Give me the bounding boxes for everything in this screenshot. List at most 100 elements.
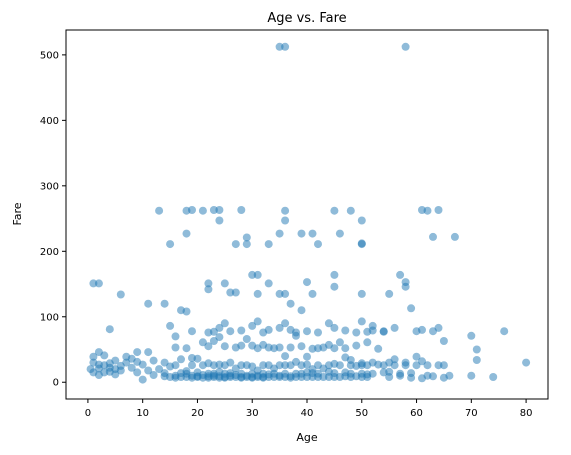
data-point (204, 279, 213, 288)
y-tick-label: 200 (40, 247, 59, 258)
data-point (407, 304, 416, 313)
data-point (248, 321, 257, 330)
data-point (220, 319, 229, 328)
data-point (226, 358, 235, 367)
data-point (171, 332, 180, 341)
data-point (188, 327, 196, 336)
data-point (303, 360, 311, 369)
y-tick-label: 500 (40, 50, 59, 61)
data-point (335, 361, 344, 370)
data-point (155, 365, 164, 374)
data-point (385, 367, 394, 376)
data-point (330, 344, 339, 353)
x-axis: 0 10 20 30 40 50 60 70 80 (85, 399, 533, 419)
data-point (286, 299, 295, 308)
data-point (237, 341, 246, 350)
data-point (144, 299, 153, 308)
data-point (264, 325, 273, 334)
data-point (500, 327, 509, 336)
data-point (253, 270, 262, 279)
data-point (346, 206, 355, 215)
y-axis: 0 100 200 300 400 500 (40, 50, 66, 389)
data-point (253, 317, 262, 326)
data-point (330, 282, 339, 291)
data-point (429, 372, 437, 381)
data-point (253, 289, 262, 298)
data-point (259, 361, 268, 370)
data-point (281, 319, 290, 328)
data-point (242, 335, 251, 343)
data-point (297, 306, 306, 315)
data-point (182, 367, 191, 376)
data-point (401, 42, 410, 51)
data-point (390, 323, 399, 332)
x-tick-label: 0 (85, 408, 91, 419)
data-point (357, 239, 366, 248)
y-tick-label: 0 (53, 378, 59, 389)
data-point (489, 373, 498, 381)
data-point (215, 206, 224, 214)
data-point (297, 229, 306, 238)
data-point (231, 240, 240, 249)
data-point (281, 352, 290, 361)
x-tick-label: 40 (301, 408, 314, 419)
data-point (341, 344, 350, 353)
data-point (330, 206, 339, 215)
data-point (467, 331, 476, 340)
data-point (281, 206, 290, 215)
data-point (166, 240, 175, 249)
data-point (379, 327, 388, 336)
data-point (155, 206, 164, 215)
data-point (368, 326, 377, 335)
data-point (237, 361, 246, 370)
data-point (275, 229, 284, 238)
data-point (324, 319, 333, 328)
data-point (357, 317, 366, 326)
data-point (242, 240, 251, 249)
data-point (188, 206, 196, 214)
data-point (423, 206, 432, 215)
data-point (429, 327, 437, 336)
data-point (215, 333, 224, 342)
data-point (264, 240, 273, 249)
y-tick-label: 400 (40, 116, 59, 127)
x-tick-label: 20 (191, 408, 204, 419)
data-point (177, 355, 185, 364)
data-point (116, 290, 125, 299)
data-point (275, 289, 284, 298)
data-point (423, 361, 432, 370)
data-point (303, 352, 311, 361)
data-point (390, 355, 399, 364)
data-point (242, 233, 251, 242)
data-point (248, 362, 257, 371)
data-point (144, 366, 153, 375)
data-point (198, 206, 207, 215)
data-point (166, 321, 175, 330)
data-point (368, 369, 377, 378)
data-point (522, 358, 531, 367)
x-tick-label: 60 (410, 408, 423, 419)
data-point (303, 327, 311, 336)
x-tick-label: 50 (355, 408, 368, 419)
data-point (89, 279, 98, 288)
data-point (439, 361, 448, 370)
data-point (450, 232, 459, 241)
data-point (264, 279, 273, 288)
data-point (303, 278, 311, 287)
data-point (171, 361, 180, 370)
data-point (160, 299, 169, 308)
data-point (220, 342, 229, 351)
y-tick-label: 300 (40, 181, 59, 192)
data-point (357, 289, 366, 298)
data-point (144, 348, 153, 357)
data-point (434, 206, 443, 214)
data-point (314, 240, 322, 249)
data-point (357, 216, 366, 225)
data-point (335, 229, 344, 238)
y-tick-label: 100 (40, 312, 59, 323)
x-tick-label: 80 (520, 408, 533, 419)
data-point (149, 356, 158, 365)
data-point (412, 352, 421, 361)
data-point (188, 361, 196, 370)
